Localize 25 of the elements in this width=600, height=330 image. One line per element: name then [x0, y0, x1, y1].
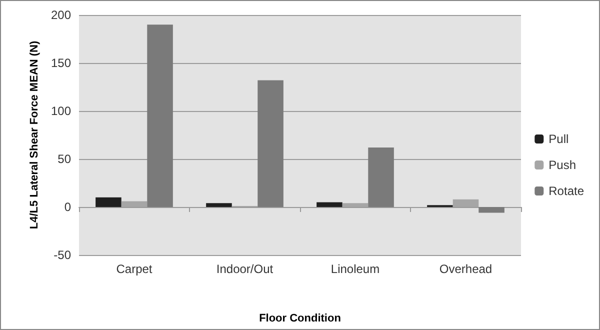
bar [121, 201, 148, 207]
y-tick-label: -50 [54, 248, 72, 262]
y-tick-label: 50 [58, 152, 72, 166]
legend-label: Pull [548, 132, 569, 146]
bar [147, 24, 173, 207]
x-tick-label: Indoor/Out [216, 262, 274, 276]
y-tick-label: 100 [50, 104, 72, 118]
bar [258, 80, 284, 207]
bar [206, 203, 232, 207]
bar [368, 147, 394, 207]
y-tick-label: 150 [50, 56, 72, 70]
bar [316, 202, 342, 207]
bar [452, 199, 479, 207]
x-axis-title: Floor Condition [259, 312, 342, 324]
x-tick-label: Linoleum [330, 262, 380, 276]
bar [478, 207, 504, 213]
legend-label: Push [548, 158, 576, 172]
bar [96, 197, 122, 207]
x-tick-label: Carpet [116, 262, 153, 276]
y-tick-label: 200 [50, 8, 72, 22]
bar [342, 203, 368, 207]
y-tick-label: 0 [64, 200, 72, 214]
y-axis-title: L4/L5 Lateral Shear Force MEAN (N) [28, 40, 41, 230]
legend-label: Rotate [548, 184, 584, 198]
x-tick-label: Overhead [439, 262, 492, 276]
